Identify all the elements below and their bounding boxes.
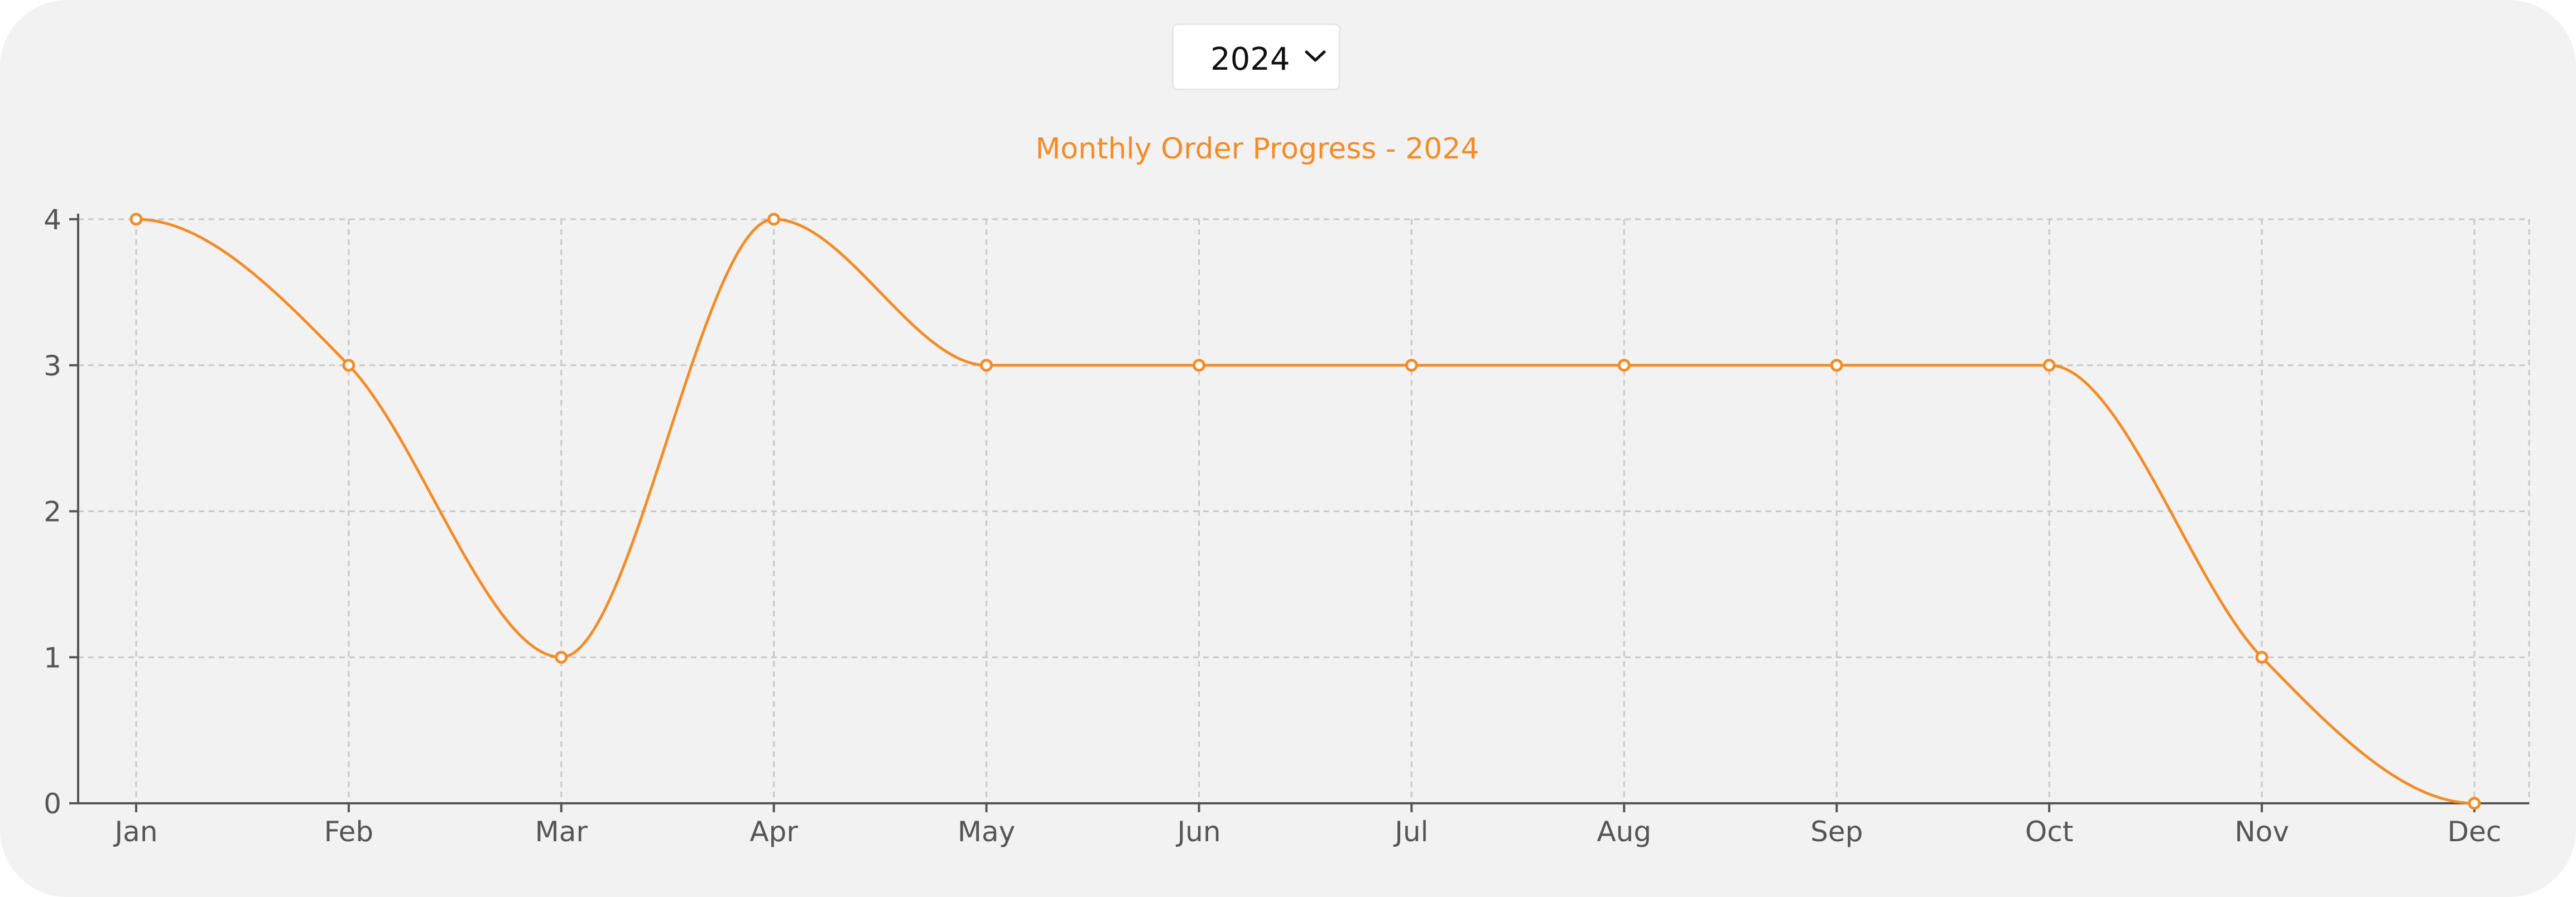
y-tick-label: 4 — [44, 204, 61, 236]
series-line — [136, 218, 2474, 805]
data-point — [1405, 359, 1418, 372]
y-tick-label: 1 — [44, 642, 61, 674]
x-tick-label: Aug — [1597, 816, 1651, 848]
chevron-down-icon — [1305, 50, 1326, 62]
y-tick-label: 0 — [44, 788, 61, 820]
x-tick-label: Oct — [2025, 816, 2073, 848]
data-point — [767, 213, 781, 226]
data-point — [1617, 359, 1631, 372]
data-point — [2255, 650, 2269, 664]
x-tick-label: Jul — [1393, 816, 1428, 848]
chart-title: Monthly Order Progress - 2024 — [1035, 132, 1479, 166]
data-point — [342, 359, 355, 372]
x-tick-label: Dec — [2448, 816, 2502, 848]
x-tick-label: Jan — [113, 816, 157, 848]
data-point — [2042, 359, 2056, 372]
data-point — [555, 650, 568, 664]
y-tick-label: 2 — [44, 496, 61, 528]
year-select-value: 2024 — [1210, 41, 1290, 78]
data-point — [129, 213, 143, 226]
grid-lines — [78, 218, 2530, 803]
series — [129, 213, 2481, 810]
x-tick-label: Jun — [1175, 816, 1220, 848]
year-select[interactable]: 2024 — [1172, 23, 1340, 90]
data-point — [980, 359, 993, 372]
data-point — [1830, 359, 1843, 372]
data-point — [1193, 359, 1205, 372]
tick-labels: 0 1 2 3 4 Jan Feb Mar Apr May Jun Jul Aug Sep Oct Nov De… — [44, 204, 2501, 848]
x-tick-label: Feb — [324, 816, 374, 848]
x-tick-label: Nov — [2234, 816, 2289, 848]
x-tick-label: Mar — [535, 816, 588, 848]
x-tick-label: May — [958, 816, 1015, 848]
y-tick-label: 3 — [44, 350, 61, 382]
x-tick-label: Sep — [1810, 816, 1863, 848]
x-tick-label: Apr — [749, 816, 798, 848]
data-point — [2468, 797, 2481, 810]
axes — [69, 214, 2529, 812]
